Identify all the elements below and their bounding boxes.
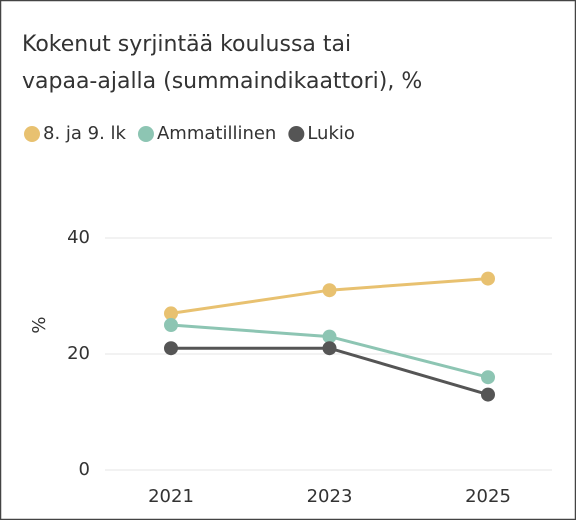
y-tick-label: 0 <box>79 459 90 480</box>
data-point <box>481 370 495 385</box>
x-tick-label: 2023 <box>307 486 353 507</box>
data-point <box>481 387 495 402</box>
chart-title: Kokenut syrjintää koulussa tai <box>22 32 351 57</box>
y-tick-label: 20 <box>67 343 90 364</box>
x-tick-label: 2021 <box>148 486 194 507</box>
legend-label: 8. ja 9. lk <box>43 123 127 144</box>
legend-label: Ammatillinen <box>157 123 276 144</box>
x-tick-label: 2025 <box>465 486 511 507</box>
y-axis-label: % <box>29 316 50 333</box>
legend-marker <box>288 126 305 142</box>
data-point <box>322 341 337 356</box>
chart-title: vapaa-ajalla (summaindikaattori), % <box>22 69 422 94</box>
data-point <box>322 283 337 298</box>
data-point <box>164 341 178 356</box>
data-point <box>164 306 178 321</box>
legend-marker <box>24 126 40 142</box>
legend-marker <box>137 126 154 142</box>
data-point <box>164 318 178 332</box>
y-tick-label: 40 <box>67 227 90 248</box>
legend-label: Lukio <box>307 123 355 144</box>
data-point <box>481 271 495 286</box>
data-point <box>322 329 337 344</box>
